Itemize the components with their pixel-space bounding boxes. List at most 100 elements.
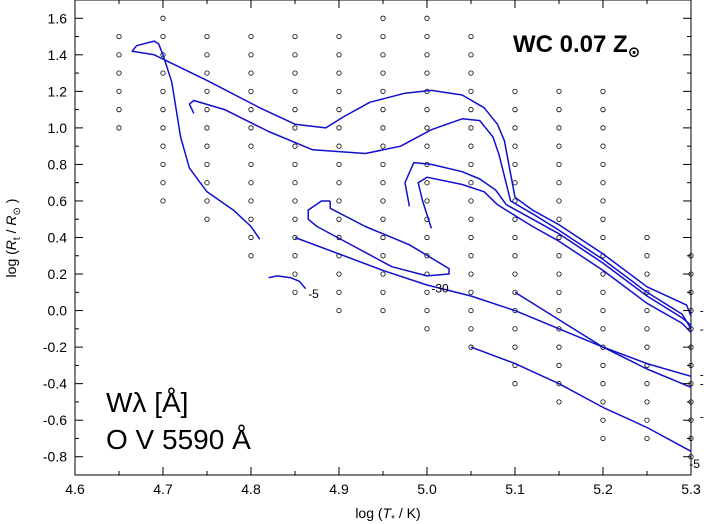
- grid-point: [600, 417, 606, 423]
- grid-point: [336, 307, 342, 314]
- contour-line: [131, 40, 692, 317]
- grid-point: [116, 125, 122, 131]
- grid-point: [336, 289, 342, 295]
- grid-point: [512, 326, 518, 332]
- y-tick-label: -0.8: [43, 449, 67, 465]
- grid-point: [292, 143, 298, 149]
- grid-point: [468, 198, 474, 204]
- contour-label: -30: [431, 282, 449, 296]
- grid-point: [380, 107, 386, 113]
- grid-point: [116, 52, 122, 58]
- grid-point: [380, 180, 386, 186]
- grid-point: [160, 70, 166, 76]
- grid-point: [160, 88, 166, 94]
- grid-point: [644, 417, 650, 423]
- y-tick-label: 1.4: [48, 47, 68, 63]
- grid-point: [644, 435, 650, 442]
- contour-label: -5: [700, 304, 704, 318]
- x-tick-label: 5.3: [681, 481, 701, 497]
- grid-point: [556, 289, 562, 295]
- x-tick-label: 5.2: [593, 481, 613, 497]
- grid-point: [424, 198, 430, 204]
- grid-point: [468, 88, 474, 94]
- contour-line: [470, 346, 692, 452]
- grid-point: [336, 180, 342, 186]
- grid-point: [600, 344, 606, 350]
- chart-title: WC 0.07 Z⊙: [513, 31, 640, 61]
- grid-point: [468, 307, 474, 314]
- y-tick-label: 0.4: [48, 230, 68, 246]
- contour-line: [417, 176, 692, 334]
- grid-point: [424, 289, 430, 295]
- grid-point: [248, 52, 254, 58]
- grid-point: [336, 70, 342, 76]
- grid-point: [644, 399, 650, 405]
- grid-point: [468, 326, 474, 332]
- grid-point: [292, 125, 298, 131]
- y-tick-label: 1.2: [48, 83, 68, 99]
- grid-point: [600, 198, 606, 204]
- grid-point: [512, 289, 518, 295]
- grid-point: [512, 180, 518, 186]
- grid-point: [600, 381, 606, 387]
- grid-point: [116, 107, 122, 113]
- grid-point: [600, 161, 606, 168]
- annotation-wavelength: Wλ [Å]: [106, 387, 188, 418]
- grid-point: [380, 33, 386, 40]
- y-axis-ticks: -0.8 -0.6 -0.4 -0.2 0.0 0.2 0.4 0.6 0.8 1.0 1.2 1.4…: [43, 10, 691, 465]
- grid-point: [204, 198, 210, 204]
- grid-point: [512, 271, 518, 277]
- grid-point: [336, 271, 342, 277]
- grid-point: [644, 344, 650, 350]
- grid-point: [468, 180, 474, 186]
- grid-point: [556, 253, 562, 259]
- x-tick-label: 4.7: [153, 481, 173, 497]
- y-tick-label: 1.6: [48, 10, 68, 26]
- grid-point: [380, 161, 386, 168]
- contour-label: -5: [689, 457, 700, 471]
- grid-point: [600, 216, 606, 222]
- grid-point: [248, 253, 254, 259]
- grid-point: [468, 52, 474, 58]
- grid-point: [204, 33, 210, 40]
- grid-point: [644, 307, 650, 314]
- grid-point: [468, 125, 474, 131]
- grid-point: [336, 143, 342, 149]
- grid-point: [160, 198, 166, 204]
- grid-point: [424, 107, 430, 113]
- contour-label: -5: [308, 287, 319, 301]
- y-tick-label: 0.8: [48, 156, 68, 172]
- y-tick-label: -0.6: [43, 412, 67, 428]
- grid-point: [556, 143, 562, 149]
- y-tick-label: 1.0: [48, 120, 68, 136]
- grid-point: [468, 253, 474, 259]
- contour-labels: -5-30-40-30-15-5-30-5: [308, 282, 704, 471]
- grid-point: [248, 33, 254, 40]
- grid-point: [380, 125, 386, 131]
- grid-point: [380, 253, 386, 259]
- grid-point: [424, 143, 430, 149]
- grid-point: [424, 326, 430, 332]
- grid-point: [512, 344, 518, 350]
- grid-point: [380, 88, 386, 94]
- grid-point: [204, 143, 210, 149]
- grid-point: [556, 198, 562, 204]
- grid-point: [512, 381, 518, 387]
- grid-point: [204, 52, 210, 58]
- grid-point: [600, 180, 606, 186]
- grid-point: [292, 52, 298, 58]
- grid-point: [336, 198, 342, 204]
- grid-point: [468, 271, 474, 277]
- grid-point: [468, 143, 474, 149]
- grid-point: [380, 70, 386, 76]
- grid-point: [160, 33, 166, 40]
- contour-line: [514, 291, 692, 388]
- grid-point: [292, 198, 298, 204]
- contour-label: -15: [700, 410, 704, 424]
- x-axis-ticks: 4.6 4.7 4.8 4.9 5.0 5.1 5.2 5.3: [65, 0, 701, 497]
- grid-point: [292, 33, 298, 40]
- grid-point: [424, 33, 430, 40]
- grid-point: [380, 216, 386, 222]
- grid-point: [292, 70, 298, 76]
- grid-point: [160, 161, 166, 168]
